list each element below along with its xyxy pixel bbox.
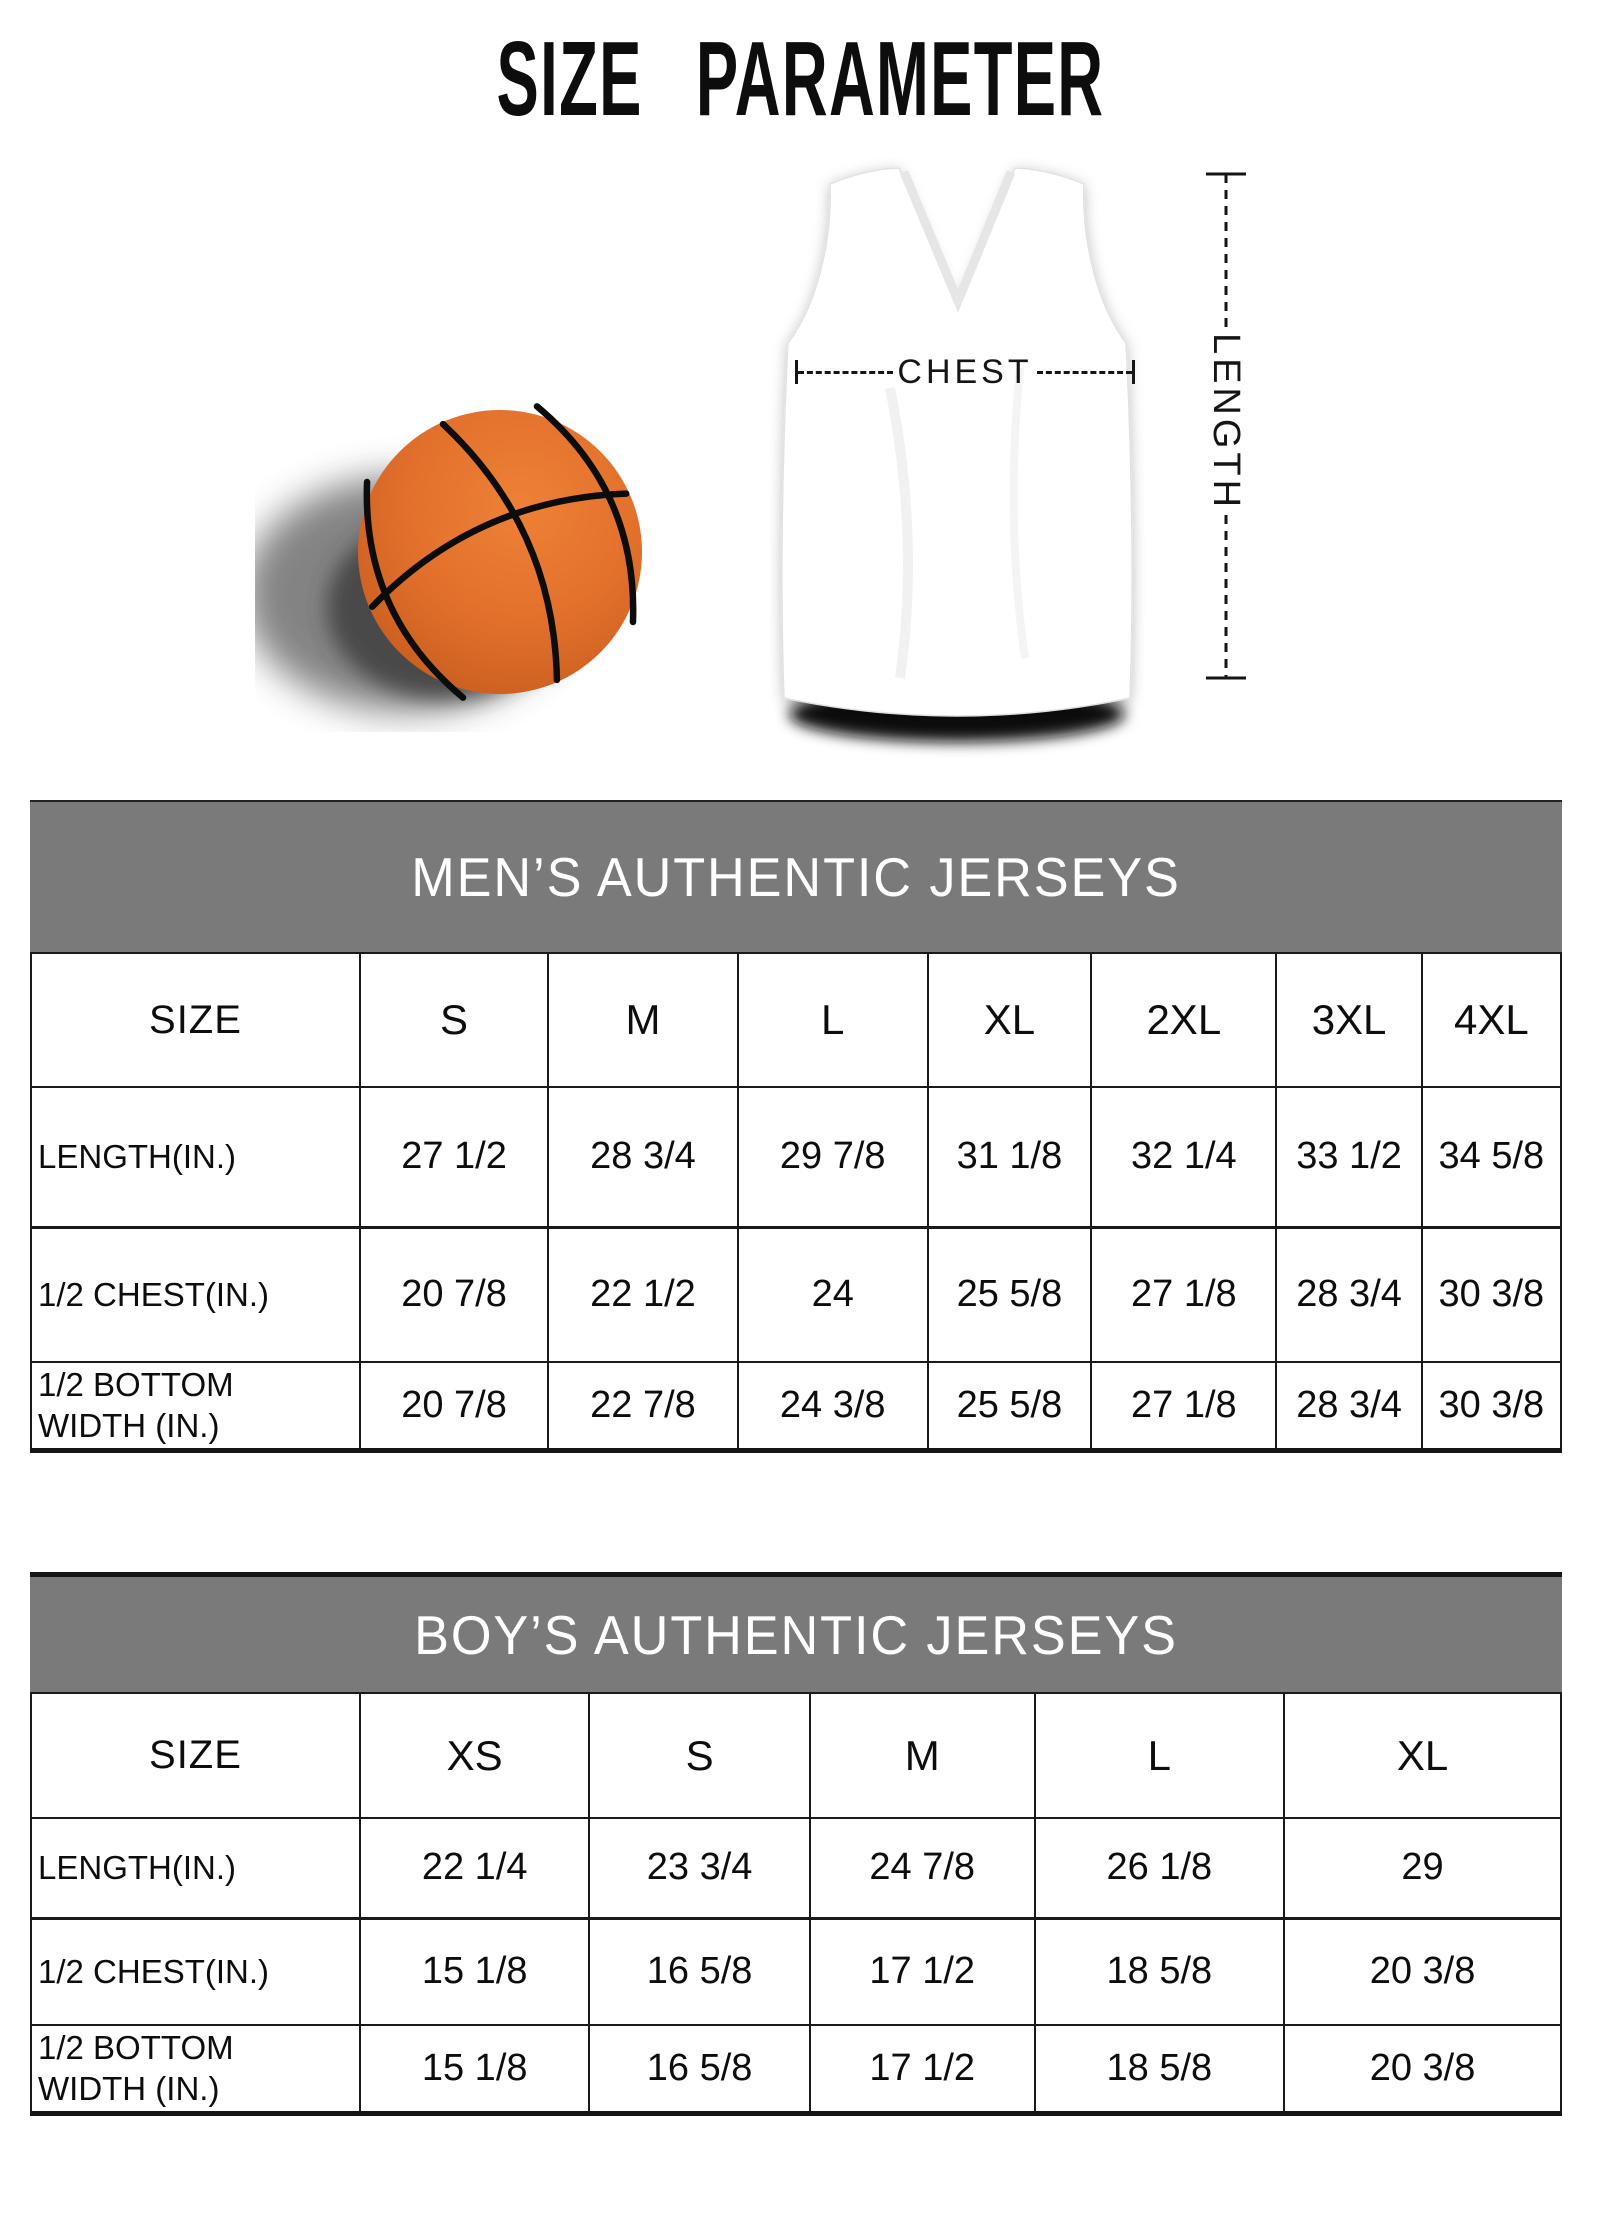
- value-cell: 29 7/8: [736, 1086, 929, 1228]
- column-header-cell: S: [588, 1692, 811, 1819]
- jersey-fold: [1009, 367, 1029, 659]
- size-label-cell: SIZE: [30, 952, 361, 1088]
- value-cell: 29: [1283, 1817, 1562, 1919]
- mens-size-section: MEN’S AUTHENTIC JERSEYS SIZE S M L XL 2XL 3XL 4…: [30, 800, 1563, 1453]
- boys-size-table: SIZE XS S M L XL LENGTH(IN.) 22 1/4 23 3/4 24 7/8…: [30, 1692, 1562, 2116]
- measurement-row: LENGTH(IN.) 22 1/4 23 3/4 24 7/8 26 1/8 29: [30, 1817, 1562, 1919]
- value-cell: 20 3/8: [1283, 1916, 1562, 2026]
- value-cell: 30 3/8: [1420, 1361, 1563, 1451]
- size-header-row: SIZE XS S M L XL: [30, 1692, 1562, 1819]
- boys-table-header-band: BOY’S AUTHENTIC JERSEYS: [30, 1572, 1562, 1692]
- value-cell: 28 3/4: [1275, 1361, 1423, 1451]
- value-cell: 20 3/8: [1283, 2024, 1562, 2114]
- column-header-cell: L: [736, 952, 929, 1088]
- value-cell: 31 1/8: [926, 1086, 1093, 1228]
- value-cell: 20 7/8: [358, 1225, 550, 1363]
- value-cell: 33 1/2: [1275, 1086, 1423, 1228]
- row-label-cell: 1/2 BOTTOM WIDTH (IN.): [30, 1361, 361, 1451]
- column-header-cell: 3XL: [1275, 952, 1423, 1088]
- column-header-cell: M: [547, 952, 739, 1088]
- mens-table-title: MEN’S AUTHENTIC JERSEYS: [411, 846, 1181, 908]
- boys-size-section: BOY’S AUTHENTIC JERSEYS SIZE XS S M L XL LENGT…: [30, 1572, 1562, 2116]
- value-cell: 18 5/8: [1033, 1916, 1286, 2026]
- chest-left-tick: [795, 360, 798, 384]
- size-header-row: SIZE S M L XL 2XL 3XL 4XL: [30, 952, 1563, 1088]
- value-cell: 26 1/8: [1033, 1817, 1286, 1919]
- row-label-cell: 1/2 CHEST(IN.): [30, 1225, 361, 1363]
- value-cell: 25 5/8: [926, 1361, 1093, 1451]
- mens-table-header-band: MEN’S AUTHENTIC JERSEYS: [30, 800, 1562, 952]
- value-cell: 15 1/8: [358, 2024, 591, 2114]
- value-cell: 24: [736, 1225, 929, 1363]
- value-cell: 22 1/4: [358, 1817, 591, 1919]
- value-cell: 22 1/2: [547, 1225, 739, 1363]
- value-cell: 27 1/2: [358, 1086, 550, 1228]
- column-header-cell: 4XL: [1420, 952, 1563, 1088]
- measurement-row: 1/2 CHEST(IN.) 20 7/8 22 1/2 24 25 5/8 27 1/8…: [30, 1225, 1563, 1363]
- value-cell: 17 1/2: [808, 2024, 1036, 2114]
- mens-size-table: SIZE S M L XL 2XL 3XL 4XL LENGTH(IN.) 27 1/2 28 3/…: [30, 952, 1563, 1453]
- value-cell: 27 1/8: [1090, 1225, 1278, 1363]
- value-cell: 34 5/8: [1420, 1086, 1563, 1228]
- jersey-fold: [885, 387, 913, 679]
- value-cell: 30 3/8: [1420, 1225, 1563, 1363]
- value-cell: 28 3/4: [1275, 1225, 1423, 1363]
- value-cell: 18 5/8: [1033, 2024, 1286, 2114]
- value-cell: 16 5/8: [588, 2024, 811, 2114]
- value-cell: 22 7/8: [547, 1361, 739, 1451]
- basketball-graphic: [255, 403, 642, 712]
- page-title: SIZE PARAMETER: [496, 20, 1104, 139]
- value-cell: 17 1/2: [808, 1916, 1036, 2026]
- value-cell: 24 7/8: [808, 1817, 1036, 1919]
- chest-right-tick: [1132, 360, 1136, 384]
- column-header-cell: XL: [926, 952, 1093, 1088]
- row-label-cell: 1/2 CHEST(IN.): [30, 1916, 361, 2026]
- jersey-collar: [899, 170, 1016, 313]
- column-header-cell: XS: [358, 1692, 591, 1819]
- chest-measure-line: CHEST: [795, 352, 1136, 392]
- measurement-row: 1/2 CHEST(IN.) 15 1/8 16 5/8 17 1/2 18 5/8 20…: [30, 1916, 1562, 2026]
- jersey-graphic: [781, 167, 1133, 742]
- row-label-cell: LENGTH(IN.): [30, 1086, 361, 1228]
- value-cell: 27 1/8: [1090, 1361, 1278, 1451]
- value-cell: 25 5/8: [926, 1225, 1093, 1363]
- value-cell: 24 3/8: [736, 1361, 929, 1451]
- size-label-cell: SIZE: [30, 1692, 361, 1819]
- value-cell: 32 1/4: [1090, 1086, 1278, 1228]
- chest-label: CHEST: [897, 352, 1033, 391]
- ball-body: [358, 410, 642, 694]
- measurement-row: 1/2 BOTTOM WIDTH (IN.) 20 7/8 22 7/8 24 3/8…: [30, 1361, 1563, 1451]
- row-label-cell: 1/2 BOTTOM WIDTH (IN.): [30, 2024, 361, 2114]
- row-label-cell: LENGTH(IN.): [30, 1817, 361, 1919]
- column-header-cell: 2XL: [1090, 952, 1278, 1088]
- hero-section: SIZE PARAMETER: [0, 0, 1600, 800]
- column-header-cell: L: [1033, 1692, 1286, 1819]
- value-cell: 15 1/8: [358, 1916, 591, 2026]
- boys-table-title: BOY’S AUTHENTIC JERSEYS: [414, 1603, 1178, 1666]
- value-cell: 28 3/4: [547, 1086, 739, 1228]
- column-header-cell: M: [808, 1692, 1036, 1819]
- measurement-row: 1/2 BOTTOM WIDTH (IN.) 15 1/8 16 5/8 17 1/2…: [30, 2024, 1562, 2114]
- measurement-row: LENGTH(IN.) 27 1/2 28 3/4 29 7/8 31 1/8 32 1/…: [30, 1086, 1563, 1228]
- chest-right-dashes: [1036, 370, 1133, 374]
- column-header-cell: XL: [1283, 1692, 1562, 1819]
- chest-left-dashes: [798, 370, 894, 374]
- length-label: LENGTH: [1205, 333, 1247, 511]
- jersey-body: [781, 167, 1133, 717]
- value-cell: 20 7/8: [358, 1361, 550, 1451]
- column-header-cell: S: [358, 952, 550, 1088]
- value-cell: 16 5/8: [588, 1916, 811, 2026]
- length-measure-line: LENGTH: [1205, 172, 1247, 680]
- ball-seams: [363, 403, 637, 701]
- value-cell: 23 3/4: [588, 1817, 811, 1919]
